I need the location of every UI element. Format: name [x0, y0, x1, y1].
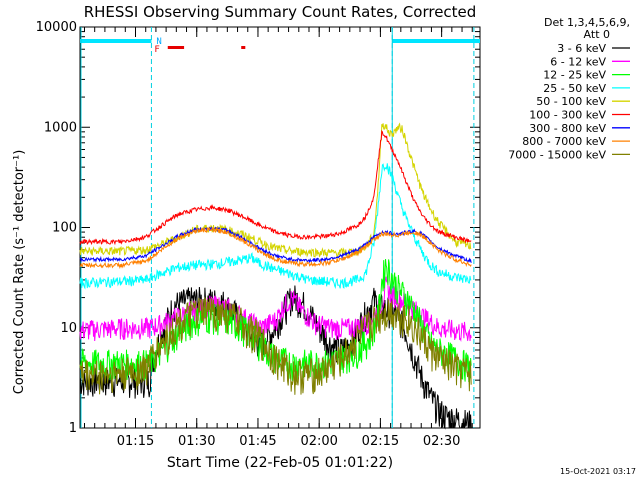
series-line — [79, 129, 472, 246]
legend-entry-label: 300 - 800 keV — [529, 122, 606, 135]
x-axis-label: Start Time (22-Feb-05 01:01:22) — [167, 455, 393, 471]
legend-entry-label: 6 - 12 keV — [550, 55, 606, 68]
series-line — [79, 226, 472, 270]
x-tick-label: 02:30 — [423, 434, 460, 449]
y-tick-label: 10 — [60, 321, 77, 336]
y-tick-label: 1 — [69, 421, 77, 436]
series-line — [79, 122, 472, 259]
night-interval-bar — [392, 39, 480, 43]
y-axis-label: Corrected Count Rate (s⁻¹ detector⁻¹) — [12, 150, 27, 395]
x-tick-label: 01:45 — [239, 434, 276, 449]
flare-label: F — [154, 45, 159, 55]
y-tick-label: 10000 — [36, 20, 77, 35]
chart-title: RHESSI Observing Summary Count Rates, Co… — [84, 3, 477, 21]
legend-header: Det 1,3,4,5,6,9, — [544, 16, 630, 29]
flare-interval-bar — [167, 46, 185, 49]
x-tick-label: 01:30 — [178, 434, 215, 449]
legend-entry-label: 800 - 7000 keV — [522, 135, 606, 148]
legend-entry-label: 7000 - 15000 keV — [508, 148, 606, 161]
series-line — [79, 163, 472, 290]
legend-entry-label: 100 - 300 keV — [529, 109, 606, 122]
legend-entry-label: 3 - 6 keV — [557, 42, 606, 55]
legend-entry-label: 50 - 100 keV — [536, 95, 606, 108]
series-line — [79, 296, 472, 395]
y-tick-label: 1000 — [44, 120, 77, 135]
x-tick-label: 01:15 — [117, 434, 154, 449]
legend-entry-label: 12 - 25 keV — [543, 69, 606, 82]
night-interval-bar — [80, 39, 152, 43]
timestamp: 15-Oct-2021 03:17 — [560, 467, 636, 476]
x-tick-label: 02:00 — [300, 434, 337, 449]
flare-interval-bar — [241, 46, 246, 49]
axes: 1 10 100 1000 10000 01:15 01:30 01:45 02:00 02:15… — [36, 20, 481, 449]
night-label: N — [156, 37, 161, 47]
legend-header-att: Att 0 — [584, 28, 610, 41]
series-layer — [79, 122, 472, 430]
legend-entry-label: 25 - 50 keV — [543, 82, 606, 95]
y-tick-label: 100 — [52, 221, 77, 236]
x-tick-label: 02:15 — [362, 434, 399, 449]
